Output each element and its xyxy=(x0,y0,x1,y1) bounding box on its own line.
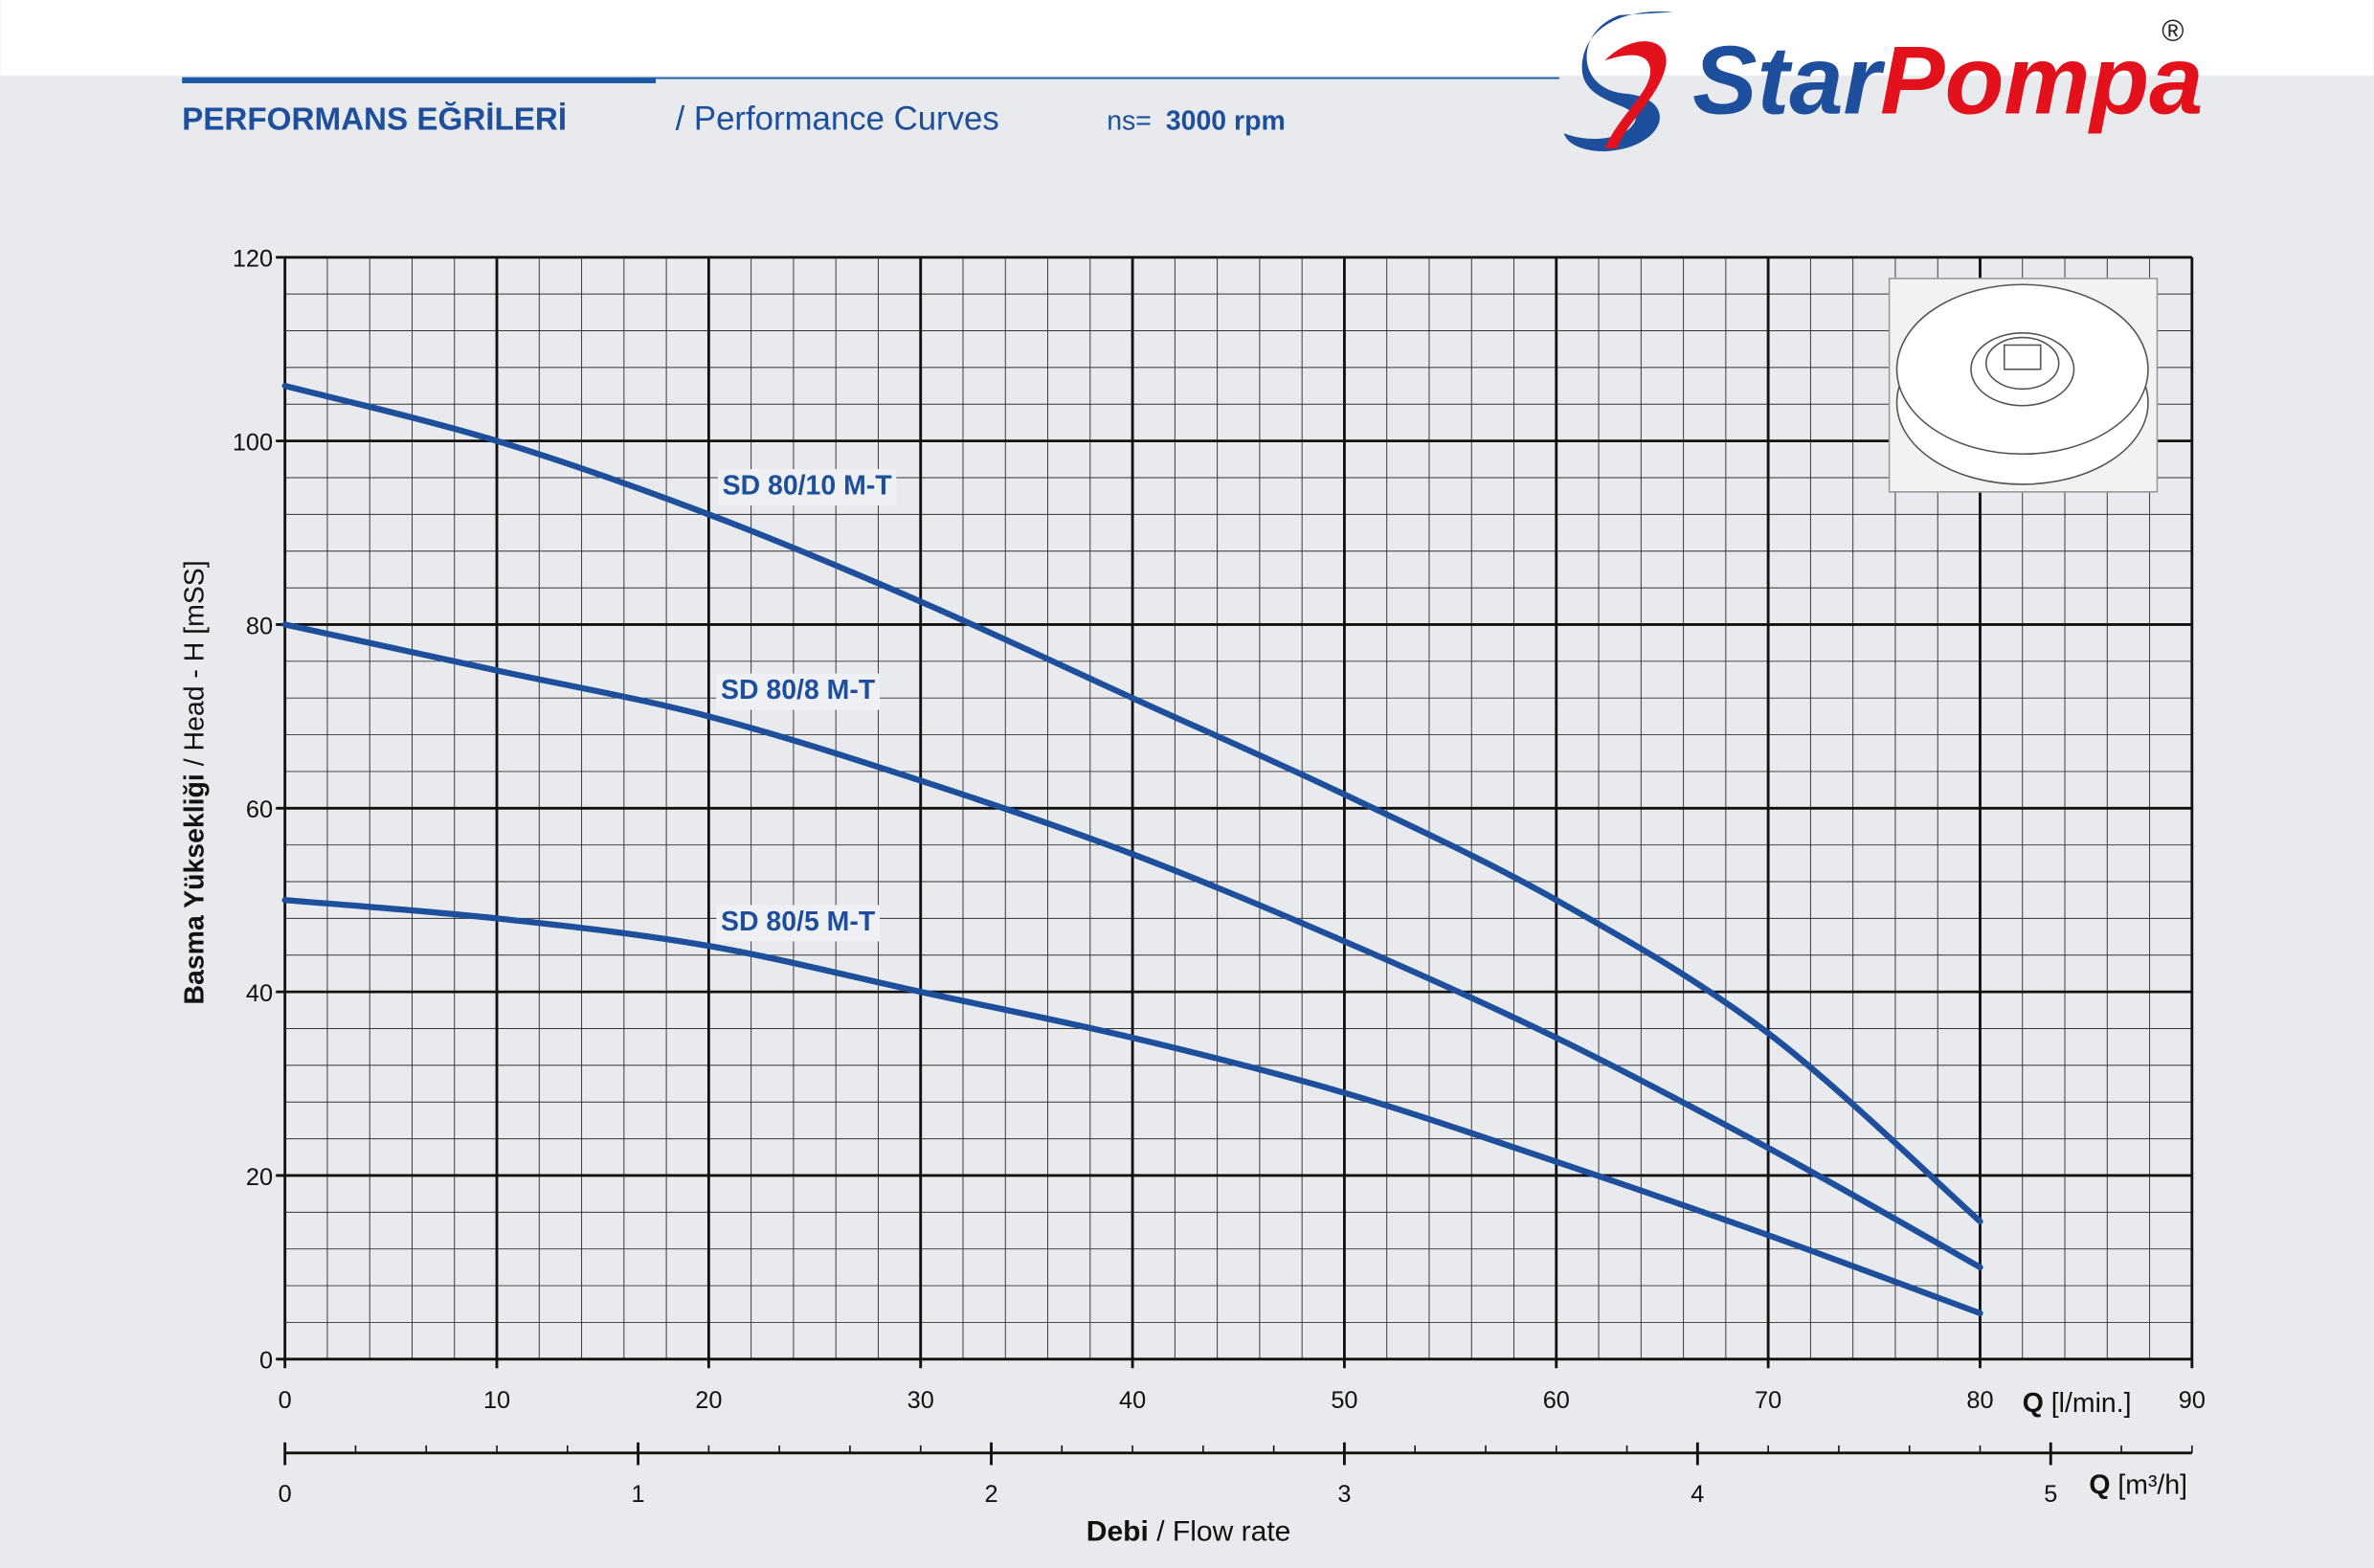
curve xyxy=(281,621,1983,1271)
x-tick-label: 50 xyxy=(1331,1387,1357,1414)
curve xyxy=(281,382,1983,1225)
x2-axis-label-bold: Q xyxy=(2089,1469,2110,1500)
x-tick-label: 80 xyxy=(1966,1387,1993,1414)
x2-tick-label: 4 xyxy=(1691,1481,1704,1508)
x-axis-label: Q [l/min.] xyxy=(2023,1388,2132,1419)
y-tick-label: 100 xyxy=(233,429,273,456)
footer-label-text: / Flow rate xyxy=(1156,1516,1290,1548)
x-tick-label: 20 xyxy=(695,1387,722,1414)
x-axis-label-bold: Q xyxy=(2023,1388,2044,1419)
curve-label: SD 80/10 M-T xyxy=(723,471,893,502)
y-tick-label: 40 xyxy=(246,980,273,1007)
y-tick-label: 20 xyxy=(246,1164,273,1191)
curve xyxy=(281,897,1983,1317)
top-band xyxy=(0,0,2374,77)
x2-tick-label: 0 xyxy=(279,1481,292,1508)
y-tick-label: 60 xyxy=(246,796,273,823)
x-axis-label-text: [l/min.] xyxy=(2051,1388,2132,1419)
x-tick-label: 60 xyxy=(1543,1387,1570,1414)
x-tick-label: 40 xyxy=(1119,1387,1146,1414)
logo-word: Pompa xyxy=(1880,26,2203,134)
logo-word: Star xyxy=(1692,26,1885,134)
x2-tick-label: 2 xyxy=(984,1481,997,1508)
y-tick-label: 120 xyxy=(233,246,273,273)
x-tick-label: 30 xyxy=(907,1387,934,1414)
x-tick-label: 70 xyxy=(1755,1387,1781,1414)
header-title: PERFORMANS EĞRİLERİ xyxy=(182,101,567,137)
header-speed-prefix: ns= xyxy=(1107,106,1152,137)
x2-axis-label: Q [m³/h] xyxy=(2089,1469,2187,1500)
curve-label-bg xyxy=(716,673,880,710)
impeller-bore xyxy=(2003,344,2042,370)
y-tick-label: 80 xyxy=(246,613,273,639)
curve-label: SD 80/5 M-T xyxy=(721,907,876,937)
footer-label: Debi / Flow rate xyxy=(1086,1516,1291,1548)
logo: Star Pompa ® xyxy=(1563,11,2203,152)
x2-tick-label: 3 xyxy=(1337,1481,1351,1508)
curve-label: SD 80/8 M-T xyxy=(721,675,876,706)
plot: 0 10 20 30 40 50 60 70 80 90 0 20 40 60 80 100 120 0 1 2 3 4 5… xyxy=(179,246,2206,1548)
x-tick-label: 10 xyxy=(483,1387,510,1414)
header-subtitle: / Performance Curves xyxy=(676,101,999,138)
y-axis-label-bold: Basma Yüksekliği xyxy=(179,773,210,1004)
y-tick-label: 0 xyxy=(259,1348,273,1375)
curve-label-bg xyxy=(716,905,880,942)
logo-swirl xyxy=(1563,11,1673,152)
header-speed: 3000 rpm xyxy=(1166,106,1286,137)
x2-tick-label: 1 xyxy=(632,1481,645,1508)
x2-tick-label: 5 xyxy=(2044,1481,2057,1508)
x2-axis-label-text: [m³/h] xyxy=(2117,1469,2187,1500)
header-rule-thin xyxy=(656,77,1559,79)
curve-label-bg xyxy=(717,469,897,506)
impeller-image xyxy=(1888,278,2159,493)
logo-swirl-red xyxy=(1604,41,1667,148)
y-axis-label-text: / Head - H [mSS] xyxy=(179,560,210,766)
y-axis-label: Basma Yüksekliği / Head - H [mSS] xyxy=(179,560,210,1004)
logo-registered: ® xyxy=(2161,13,2184,48)
footer-label-bold: Debi xyxy=(1086,1516,1149,1548)
grid xyxy=(276,256,2194,1369)
x-tick-label: 90 xyxy=(2179,1387,2206,1414)
header-rule xyxy=(182,77,657,83)
x-tick-label: 0 xyxy=(279,1387,292,1414)
